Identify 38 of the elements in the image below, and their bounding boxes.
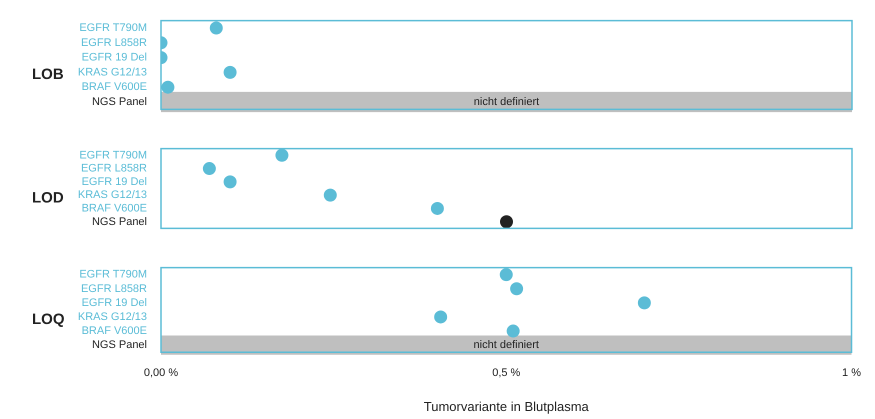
y-tick-label: KRAS G12/13	[78, 189, 147, 202]
band-label: nicht definiert	[474, 339, 539, 352]
y-tick-label: EGFR T790M	[79, 268, 147, 281]
point	[638, 296, 651, 310]
point	[224, 175, 237, 188]
y-tick-label: EGFR T790M	[79, 22, 147, 34]
point	[506, 324, 520, 338]
x-axis-title: Tumorvariante in Blutplasma	[424, 398, 590, 414]
y-tick-label: EGFR L858R	[80, 162, 148, 175]
point	[500, 268, 513, 282]
point	[275, 148, 288, 162]
y-tick-label: EGFR 19 Del	[82, 296, 147, 309]
x-tick-label: 0,5 %	[492, 366, 521, 379]
y-tick-label: BRAF V600E	[82, 325, 147, 338]
y-tick-label: EGFR 19 Del	[82, 176, 147, 188]
y-tick-label: BRAF V600E	[82, 202, 147, 214]
point	[430, 202, 444, 215]
y-tick-label: NGS Panel	[92, 339, 147, 352]
band-label: nicht definiert	[474, 96, 540, 108]
y-axis-title: LOB	[32, 66, 64, 84]
y-axis-title: LOQ	[32, 311, 65, 328]
y-tick-label: NGS Panel	[92, 96, 147, 108]
y-tick-label: KRAS G12/13	[78, 66, 147, 78]
point	[510, 282, 524, 296]
y-tick-label: KRAS G12/13	[78, 310, 147, 323]
point	[434, 310, 448, 324]
x-tick-label: 1 %	[842, 366, 862, 379]
y-tick-label: NGS Panel	[92, 216, 147, 228]
y-tick-label: EGFR T790M	[79, 149, 147, 162]
point	[500, 215, 513, 228]
y-tick-label: BRAF V600E	[82, 81, 147, 94]
point	[324, 188, 337, 202]
y-tick-label: EGFR L858R	[80, 36, 148, 49]
y-tick-label: EGFR 19 Del	[82, 52, 147, 64]
x-tick-label: 0,00 %	[144, 366, 178, 379]
y-axis-title: LOD	[32, 190, 64, 207]
y-tick-label: EGFR L858R	[80, 282, 148, 295]
point	[202, 162, 216, 176]
